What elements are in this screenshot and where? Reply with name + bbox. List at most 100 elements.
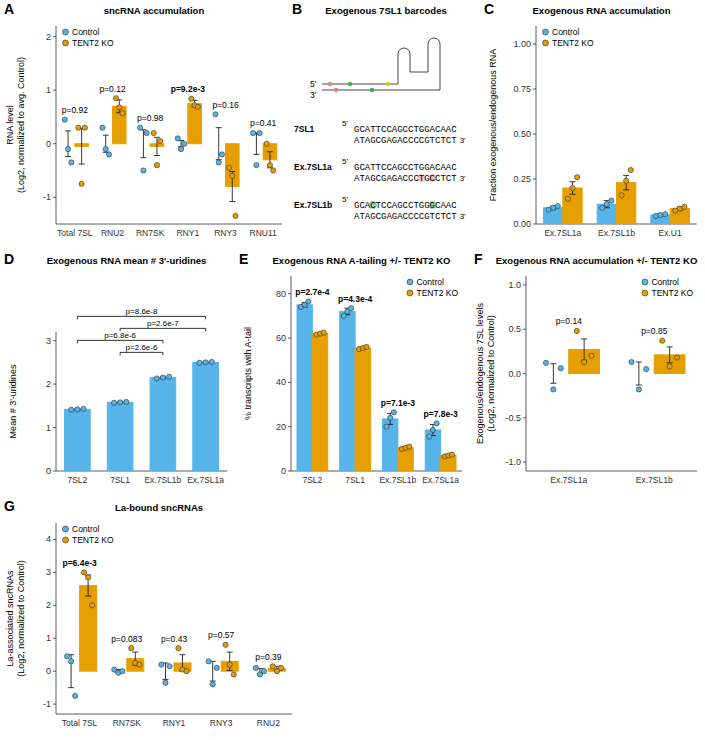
error-bar bbox=[636, 362, 642, 385]
rna-structure bbox=[322, 38, 440, 90]
y-axis-title: (Log2, normalized to Control) bbox=[486, 315, 496, 432]
error-line bbox=[165, 663, 166, 679]
chart-title: Exogenous RNA accumulation bbox=[533, 5, 671, 16]
error-cap bbox=[623, 175, 629, 176]
legend-swatch bbox=[543, 40, 549, 46]
y-tick bbox=[53, 427, 56, 428]
legend-label: Control bbox=[416, 277, 444, 287]
replicate-point bbox=[543, 360, 548, 365]
error-bar bbox=[550, 364, 556, 384]
error-cap bbox=[140, 157, 146, 158]
diagram-title: Exogenous 7SL1 barcodes bbox=[325, 5, 446, 16]
panel-letter: G bbox=[4, 498, 15, 514]
sequence-line: ATAGCGAGACCCCGTCTCT bbox=[354, 212, 457, 222]
replicate-point bbox=[555, 203, 560, 208]
p-value: p=7.1e-3 bbox=[381, 398, 416, 408]
plot-area bbox=[544, 167, 690, 224]
legend-swatch bbox=[642, 290, 648, 296]
replicate-point bbox=[574, 328, 579, 333]
error-line bbox=[156, 137, 157, 155]
replicate-point bbox=[203, 360, 208, 365]
end-label: 5' bbox=[342, 195, 348, 204]
bar bbox=[382, 419, 397, 471]
legend-label: Control bbox=[72, 27, 100, 37]
replicate-point bbox=[154, 376, 159, 381]
replicate-point bbox=[62, 117, 67, 122]
replicate-point bbox=[138, 125, 143, 130]
replicate-point bbox=[137, 662, 142, 667]
x-tick-label: RNU11 bbox=[250, 228, 278, 238]
replicate-point bbox=[660, 338, 665, 343]
y-tick bbox=[533, 134, 536, 135]
bar bbox=[312, 334, 327, 471]
error-cap bbox=[636, 385, 642, 386]
error-cap bbox=[154, 155, 160, 156]
panel-letter: B bbox=[292, 1, 302, 17]
replicate-point bbox=[223, 642, 228, 647]
y-tick bbox=[288, 382, 291, 383]
replicate-point bbox=[160, 375, 165, 380]
replicate-point bbox=[151, 130, 156, 135]
error-line bbox=[218, 128, 219, 160]
replicate-point bbox=[267, 163, 272, 168]
x-tick-label: Ex.7SL1a bbox=[544, 228, 581, 238]
legend: ControlTENT2 KO bbox=[543, 27, 594, 48]
x-tick-label: 7SL2 bbox=[67, 475, 87, 485]
x-axis bbox=[526, 471, 697, 472]
replicate-point bbox=[159, 662, 164, 667]
replicate-point bbox=[118, 400, 123, 405]
x-tick-label: RNU2 bbox=[257, 718, 280, 728]
y-tick bbox=[53, 197, 56, 198]
y-tick-label: 1.00 bbox=[513, 39, 531, 49]
legend: ControlTENT2 KO bbox=[63, 524, 114, 545]
y-axis bbox=[56, 523, 57, 714]
bar bbox=[425, 430, 440, 471]
error-cap bbox=[163, 679, 169, 680]
error-cap bbox=[636, 361, 642, 362]
sequence-line: ATAGCGAGACCCTGCCTCT bbox=[354, 174, 457, 184]
replicate-point bbox=[154, 163, 159, 168]
bar bbox=[107, 402, 133, 471]
error-cap bbox=[667, 362, 673, 363]
panel-letter: C bbox=[484, 1, 494, 17]
replicate-point bbox=[166, 374, 171, 379]
chart-title: Exogenous RNA accumulation +/- TENT2 KO bbox=[496, 255, 698, 266]
replicate-point bbox=[449, 452, 454, 457]
plot-area bbox=[64, 570, 285, 699]
legend-swatch bbox=[63, 40, 69, 46]
chart-title: sncRNA accumulation bbox=[104, 5, 205, 16]
y-tick-label: 2 bbox=[46, 600, 51, 610]
sequence-line: GCATTCCAGCCTGGACAAC bbox=[354, 163, 457, 173]
x-tick-label: Ex.7SL1a bbox=[422, 475, 459, 485]
y-axis-title: (Log2, normalized to avg. Control) bbox=[16, 57, 26, 193]
y-tick-label: 1 bbox=[46, 423, 51, 433]
y-axis-title: (Log2, normalized to Control) bbox=[16, 560, 26, 677]
p-value: p=0.16 bbox=[212, 100, 239, 110]
replicate-point bbox=[600, 205, 605, 210]
y-tick bbox=[53, 638, 56, 639]
replicate-point bbox=[271, 168, 276, 173]
panel-letter: F bbox=[474, 251, 483, 267]
y-tick-label: 3 bbox=[46, 336, 51, 346]
plot-area bbox=[62, 96, 277, 219]
replicate-point bbox=[90, 603, 95, 608]
bracket bbox=[120, 352, 163, 355]
replicate-point bbox=[270, 664, 275, 669]
p-value: p=9.2e-3 bbox=[171, 84, 206, 94]
sequence-name: 7SL1 bbox=[294, 124, 315, 134]
replicate-point bbox=[209, 359, 214, 364]
y-tick bbox=[533, 44, 536, 45]
y-tick bbox=[53, 471, 56, 472]
replicate-point bbox=[253, 665, 258, 670]
error-bar bbox=[430, 424, 436, 435]
y-tick bbox=[53, 704, 56, 705]
error-bar bbox=[387, 413, 393, 424]
replicate-point bbox=[667, 364, 672, 369]
replicate-point bbox=[69, 659, 74, 664]
x-tick-label: Ex.U1 bbox=[659, 228, 682, 238]
p-value: p=0.41 bbox=[250, 118, 277, 128]
y-tick bbox=[523, 284, 526, 285]
legend-swatch bbox=[63, 526, 69, 532]
y-axis bbox=[526, 276, 527, 471]
replicate-point bbox=[106, 152, 111, 157]
